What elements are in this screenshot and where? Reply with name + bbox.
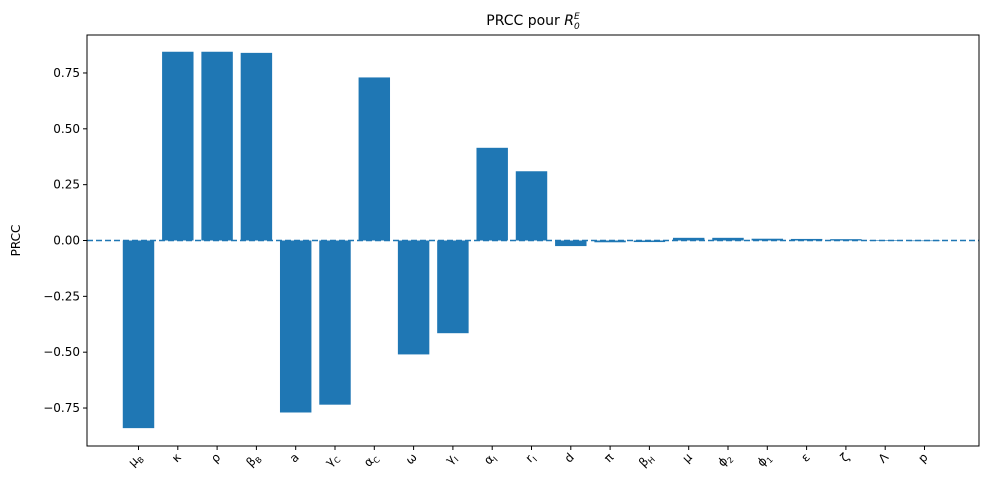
x-tick-label: μB (125, 450, 146, 471)
y-tick-label: 0.75 (53, 66, 80, 80)
x-tick-label: ω (403, 450, 420, 467)
x-tick-label: βB (243, 450, 264, 471)
y-tick-label: 0.00 (53, 234, 80, 248)
x-tick-label: γC (322, 450, 343, 471)
x-tick-label: Λ (876, 450, 892, 466)
x-tick-label: μ (680, 450, 696, 466)
chart-title: PRCC pour RE 0 (486, 12, 580, 32)
bar (358, 77, 391, 241)
bar (555, 240, 587, 247)
y-axis-label: PRCC (9, 225, 23, 257)
x-tick-label: d (562, 450, 577, 465)
chart-title-main: PRCC pour (486, 13, 564, 29)
bar (751, 238, 784, 241)
x-tick-label: rI (523, 450, 539, 466)
bar (437, 240, 469, 334)
bar (672, 237, 705, 241)
y-tick-label: −0.75 (43, 401, 80, 415)
x-tick-label: π (601, 450, 616, 465)
bar (712, 237, 744, 241)
x-tick-label: p (915, 450, 930, 465)
bar (790, 238, 823, 241)
x-tick-label: ϕ1 (754, 450, 775, 471)
x-tick-label: γI (442, 450, 460, 468)
x-tick-label: βH (636, 450, 657, 471)
bar (397, 240, 430, 355)
chart-title-subscript: 0 (574, 22, 580, 32)
x-tick-label: ρ (208, 450, 223, 465)
bar (162, 51, 194, 241)
bar (869, 240, 901, 241)
bar (476, 147, 508, 241)
x-tick-label: ε (798, 450, 812, 464)
bar (122, 240, 155, 429)
x-tick-label: ϕ2 (715, 450, 736, 471)
x-tick-label: a (287, 450, 302, 465)
chart-title-symbol: R (564, 13, 574, 29)
bars-group (122, 51, 941, 429)
x-tick-label: αC (361, 450, 382, 471)
bar (279, 240, 312, 413)
y-tick-label: −0.25 (43, 289, 80, 303)
y-axis-ticks: −0.75 −0.50 −0.25 0.00 0.25 0.50 0.75 (43, 66, 87, 415)
y-tick-label: 0.25 (53, 178, 80, 192)
y-tick-label: −0.50 (43, 345, 80, 359)
bar (201, 51, 233, 241)
y-tick-label: 0.50 (53, 122, 80, 136)
bar (633, 240, 666, 243)
x-tick-label: κ (169, 450, 184, 465)
x-tick-label: αI (481, 450, 500, 469)
x-tick-label: ζ (838, 450, 853, 465)
bar (319, 240, 351, 405)
chart-title-superscript: E (574, 12, 580, 22)
bar (515, 171, 548, 241)
bar (240, 52, 273, 241)
bar (594, 240, 626, 243)
